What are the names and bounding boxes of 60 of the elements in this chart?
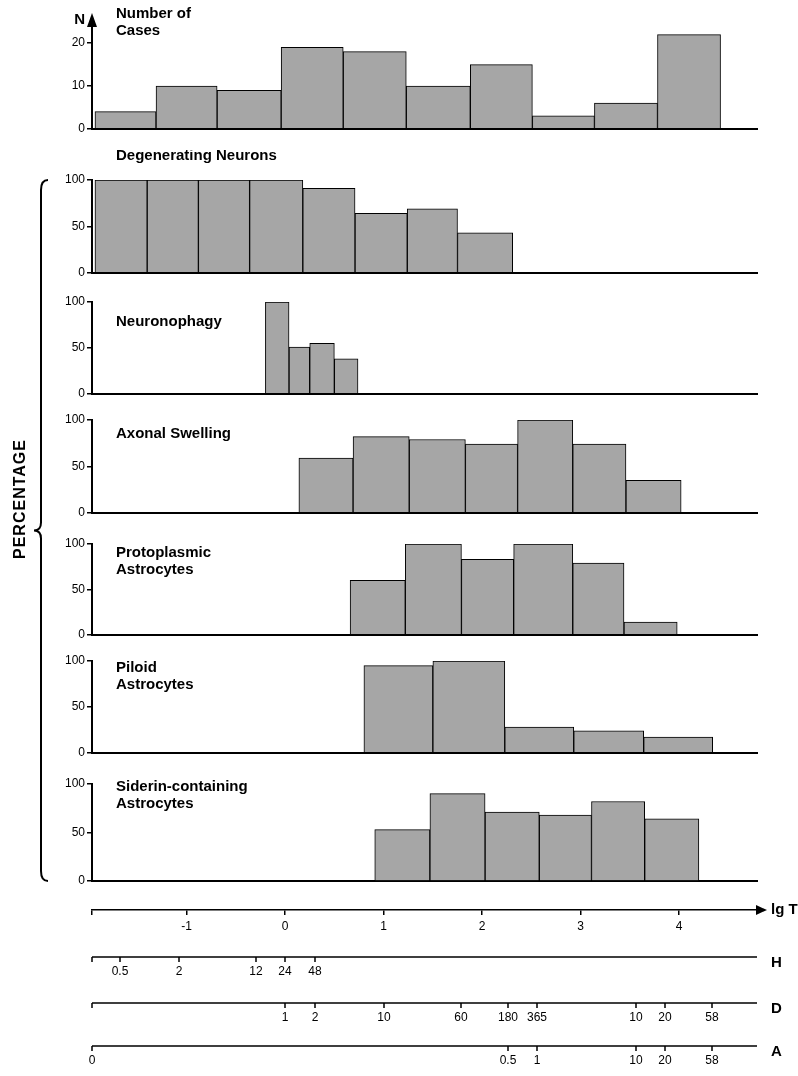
y-tick-label: 50 [71,458,86,473]
y-tick-label: 0 [78,121,86,136]
y-tick-label: 0 [78,265,86,280]
text: 12 [249,964,263,979]
x-tick-label: 1 [380,918,388,933]
text: 20 [658,1053,672,1068]
text: 58 [705,1010,719,1025]
y-tick-label: 100 [64,776,86,791]
y-tick-label: 100 [64,412,86,427]
y-tick-label: 0 [78,505,86,520]
y-tick-label: 100 [64,653,86,668]
y-axis-title: N [74,10,85,28]
y-tick-label: 50 [71,824,86,839]
y-tick-label: 0 [78,873,86,888]
chart-title: Number of Cases [116,4,192,39]
text: 0.5 [499,1053,517,1068]
text: 1 [281,1010,289,1025]
text: D [771,999,782,1017]
x-axis-title: lg T [771,900,798,918]
text: 20 [658,1010,672,1025]
text: Protoplasmic Astrocytes [116,543,212,578]
text: 2 [175,964,183,979]
text: 2 [311,1010,319,1025]
y-tick-label: 20 [71,35,86,50]
y-tick-label: 100 [64,294,86,309]
chart-title: Siderin-containing Astrocytes [116,777,248,812]
y-tick-label: 0 [78,386,86,401]
y-tick-label: 50 [71,699,86,714]
text: 0 [88,1053,96,1068]
x-tick-label: -1 [181,918,193,933]
text: 0.5 [111,964,129,979]
text: A [771,1042,782,1060]
x-tick-label: 4 [675,918,683,933]
y-tick-label: 50 [71,218,86,233]
text: 58 [705,1053,719,1068]
text: Neuronophagy [116,312,223,330]
y-tick-label: 50 [71,340,86,355]
text: 10 [377,1010,391,1025]
y-tick-label: 50 [71,581,86,596]
y-tick-label: 100 [64,172,86,187]
y-tick-label: 100 [64,536,86,551]
text: 10 [629,1053,643,1068]
y-tick-label: 10 [71,78,86,93]
text: 48 [308,964,322,979]
y-tick-label: 0 [78,745,86,760]
chart-title: Piloid Astrocytes [116,658,194,693]
text: H [771,953,782,971]
x-tick-label: 3 [577,918,585,933]
x-tick-label: 0 [281,918,289,933]
text: 1 [533,1053,541,1068]
x-tick-label: 2 [478,918,486,933]
chart-title: Axonal Swelling [116,424,232,442]
y-tick-label: 0 [78,627,86,642]
text: 365 [526,1010,548,1025]
chart-title: Degenerating Neurons [116,146,277,164]
text: 180 [497,1010,519,1025]
text: 60 [454,1010,468,1025]
y-axis-title: PERCENTAGE [11,439,29,559]
text: 10 [629,1010,643,1025]
text: 24 [278,964,292,979]
